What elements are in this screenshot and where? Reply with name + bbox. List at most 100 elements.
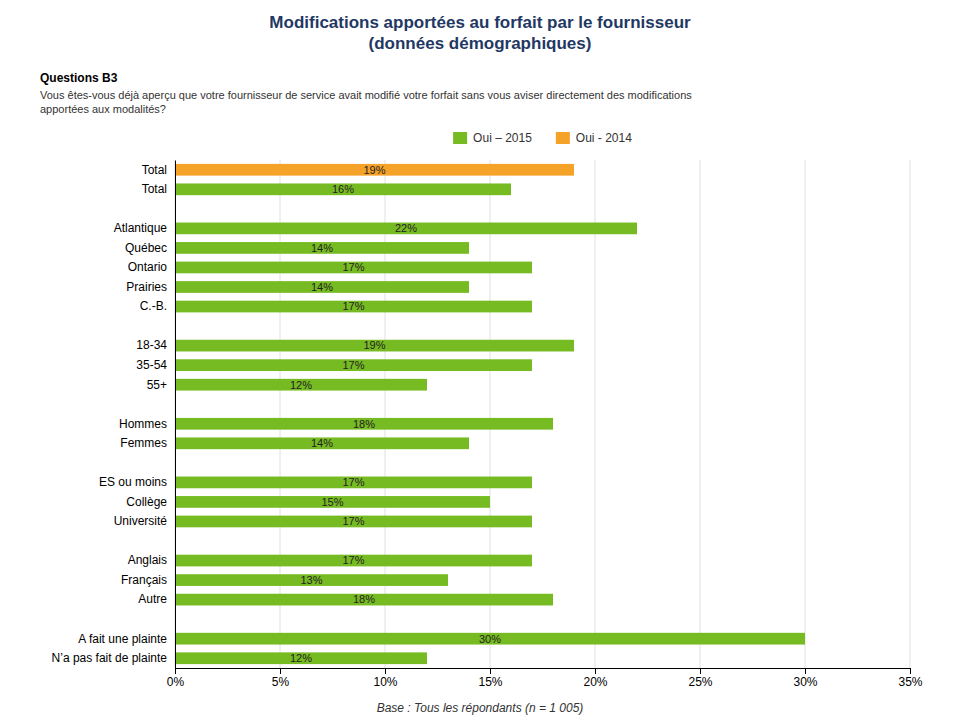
y-tick-label: ES ou moins	[99, 475, 167, 489]
y-tick: Total	[142, 182, 175, 196]
grid-line	[490, 160, 491, 668]
x-tick-label: 25%	[688, 675, 712, 689]
y-tick: N’a pas fait de plainte	[52, 651, 175, 665]
title-line: (données démographiques)	[369, 34, 592, 53]
y-tick-label: Femmes	[120, 436, 167, 450]
data-labels: 12%30%18%13%17%17%15%17%14%18%12%17%19%1…	[290, 164, 501, 664]
data-label: 22%	[395, 222, 417, 234]
legend: Oui – 2015 Oui - 2014	[453, 131, 632, 145]
y-tick: 18-34	[136, 338, 175, 352]
data-label: 14%	[311, 281, 333, 293]
y-tick: Université	[114, 514, 175, 528]
y-tick: Français	[121, 573, 175, 587]
data-label: 14%	[311, 242, 333, 254]
bar	[175, 574, 448, 586]
y-tick: C.-B.	[140, 299, 175, 313]
grid-line	[910, 160, 911, 668]
base-note: Base : Tous les répondants (n = 1 005)	[377, 701, 584, 715]
data-label: 19%	[363, 164, 385, 176]
y-tick: Collège	[126, 495, 175, 509]
data-label: 16%	[332, 183, 354, 195]
y-tick-label: A fait une plainte	[78, 632, 167, 646]
x-tick: 0%	[167, 668, 185, 689]
bar	[175, 281, 469, 293]
y-tick-label: N’a pas fait de plainte	[52, 651, 168, 665]
grid-line	[175, 160, 176, 668]
title-line: Modifications apportées au forfait par l…	[269, 13, 691, 32]
grid-line	[385, 160, 386, 668]
y-axis-line	[175, 161, 176, 669]
x-tick-mark	[280, 668, 281, 674]
y-tick-label: Université	[114, 514, 168, 528]
y-tick: Québec	[125, 241, 175, 255]
bars	[175, 164, 805, 664]
y-tick: Femmes	[120, 436, 175, 450]
x-axis-line	[176, 669, 911, 675]
y-tick: Autre	[138, 592, 175, 606]
x-tick-label: 20%	[583, 675, 607, 689]
y-tick: Prairies	[126, 280, 175, 294]
x-tick-mark	[385, 668, 386, 674]
bar	[175, 379, 427, 391]
x-tick-mark	[490, 668, 491, 674]
bar	[175, 516, 532, 528]
data-label: 12%	[290, 379, 312, 391]
grid-line	[595, 160, 596, 668]
bar	[175, 301, 532, 313]
bar	[175, 262, 532, 274]
legend-label: Oui - 2014	[576, 131, 632, 145]
data-label: 18%	[353, 418, 375, 430]
bar	[175, 359, 532, 371]
chart: Modifications apportées au forfait par l…	[0, 0, 960, 720]
y-tick: Anglais	[128, 553, 175, 567]
y-tick-label: Atlantique	[114, 221, 168, 235]
y-tick-label: Autre	[138, 592, 167, 606]
y-tick-label: Total	[142, 163, 167, 177]
bar	[175, 437, 469, 449]
x-tick-mark	[805, 668, 806, 674]
data-label: 17%	[342, 515, 364, 527]
bar	[175, 183, 511, 195]
y-tick: Atlantique	[114, 221, 175, 235]
x-tick-mark	[700, 668, 701, 674]
x-tick-label: 30%	[793, 675, 817, 689]
x-tick: 35%	[898, 668, 922, 689]
bar	[175, 594, 553, 606]
bar	[175, 223, 637, 235]
grid-line	[805, 160, 806, 668]
grid	[175, 160, 910, 668]
y-tick: Hommes	[119, 417, 175, 431]
data-label: 17%	[342, 554, 364, 566]
legend-label: Oui – 2015	[473, 131, 532, 145]
data-label: 13%	[300, 574, 322, 586]
y-tick-label: 55+	[147, 378, 167, 392]
y-axis: N’a pas fait de plainte A fait une plaint…	[52, 161, 176, 669]
question-line: apportées aux modalités?	[40, 103, 166, 115]
bar	[175, 477, 532, 489]
x-tick: 25%	[688, 668, 712, 689]
y-tick-label: C.-B.	[140, 299, 167, 313]
x-tick-mark	[910, 668, 911, 674]
bar	[175, 164, 574, 176]
y-tick-label: Total	[142, 182, 167, 196]
data-label: 17%	[342, 359, 364, 371]
x-tick: 10%	[373, 668, 397, 689]
y-tick: 35-54	[136, 358, 175, 372]
x-tick-label: 5%	[272, 675, 290, 689]
question-text: Vous êtes-vous déjà aperçu que votre fou…	[40, 89, 692, 115]
bar	[175, 496, 490, 508]
data-label: 17%	[342, 476, 364, 488]
bar	[175, 418, 553, 430]
bar	[175, 242, 469, 254]
bar	[175, 340, 574, 352]
x-tick-label: 15%	[478, 675, 502, 689]
x-tick-label: 0%	[167, 675, 185, 689]
question-line: Vous êtes-vous déjà aperçu que votre fou…	[40, 89, 692, 101]
y-tick-label: Français	[121, 573, 167, 587]
data-label: 30%	[479, 633, 501, 645]
y-tick-label: 35-54	[136, 358, 167, 372]
x-tick: 20%	[583, 668, 607, 689]
y-tick-label: Collège	[126, 495, 167, 509]
y-tick-label: Hommes	[119, 417, 167, 431]
y-tick-label: Ontario	[128, 260, 168, 274]
